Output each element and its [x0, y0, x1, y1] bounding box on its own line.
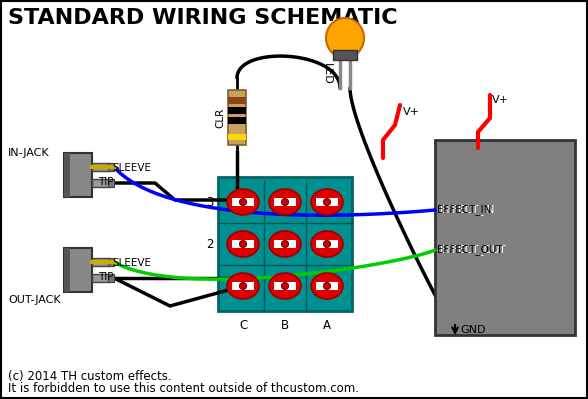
- Bar: [64, 153, 92, 197]
- Bar: [108, 258, 114, 266]
- Bar: [228, 107, 246, 114]
- Bar: [333, 50, 357, 60]
- Text: EFFECT_IN: EFFECT_IN: [440, 205, 495, 215]
- Bar: [274, 240, 296, 248]
- Ellipse shape: [227, 231, 259, 257]
- Text: GND: GND: [460, 325, 486, 335]
- Text: TIP: TIP: [98, 272, 113, 282]
- Ellipse shape: [269, 189, 301, 215]
- Bar: [64, 248, 70, 292]
- Ellipse shape: [269, 231, 301, 257]
- Text: EFFECT_IN: EFFECT_IN: [437, 205, 492, 215]
- Circle shape: [323, 282, 330, 290]
- Bar: [316, 240, 338, 248]
- Ellipse shape: [326, 18, 364, 58]
- Text: SLEEVE: SLEEVE: [112, 163, 151, 173]
- Ellipse shape: [311, 231, 343, 257]
- Bar: [232, 282, 254, 290]
- Bar: [92, 163, 110, 171]
- Ellipse shape: [227, 189, 259, 215]
- Circle shape: [282, 241, 289, 247]
- Bar: [228, 97, 246, 104]
- Text: OUT-JACK: OUT-JACK: [8, 295, 61, 305]
- Circle shape: [282, 282, 289, 290]
- Circle shape: [323, 198, 330, 205]
- Text: LED: LED: [322, 63, 332, 85]
- Bar: [316, 198, 338, 206]
- Bar: [232, 240, 254, 248]
- Circle shape: [323, 241, 330, 247]
- Text: A: A: [323, 319, 331, 332]
- Ellipse shape: [227, 273, 259, 299]
- Bar: [108, 163, 114, 171]
- Ellipse shape: [311, 189, 343, 215]
- Text: C: C: [239, 319, 247, 332]
- Bar: [218, 177, 352, 311]
- Bar: [92, 258, 110, 266]
- Bar: [108, 274, 114, 282]
- Circle shape: [239, 282, 246, 290]
- Text: V+: V+: [492, 95, 509, 105]
- Bar: [232, 198, 254, 206]
- Text: (c) 2014 TH custom effects.: (c) 2014 TH custom effects.: [8, 370, 172, 383]
- Text: CLR: CLR: [215, 107, 225, 128]
- Text: STANDARD WIRING SCHEMATIC: STANDARD WIRING SCHEMATIC: [8, 8, 397, 28]
- Circle shape: [239, 198, 246, 205]
- Bar: [64, 248, 92, 292]
- Text: EFFECT_OUT: EFFECT_OUT: [440, 245, 506, 255]
- Bar: [228, 90, 246, 145]
- Text: 3: 3: [206, 196, 214, 209]
- Text: V+: V+: [403, 107, 420, 117]
- Text: 2: 2: [206, 237, 214, 251]
- Bar: [435, 140, 575, 335]
- Bar: [64, 153, 70, 197]
- Circle shape: [282, 198, 289, 205]
- Ellipse shape: [269, 273, 301, 299]
- Circle shape: [239, 241, 246, 247]
- Bar: [228, 117, 246, 124]
- Text: EFFECT_OUT: EFFECT_OUT: [437, 245, 503, 255]
- Bar: [274, 282, 296, 290]
- Text: TIP: TIP: [98, 177, 113, 187]
- Bar: [108, 179, 114, 187]
- Text: SLEEVE: SLEEVE: [112, 258, 151, 268]
- Text: B: B: [281, 319, 289, 332]
- Bar: [92, 274, 110, 282]
- Text: It is forbidden to use this content outside of thcustom.com.: It is forbidden to use this content outs…: [8, 382, 359, 395]
- Ellipse shape: [311, 273, 343, 299]
- Bar: [228, 134, 246, 140]
- Bar: [92, 179, 110, 187]
- Bar: [316, 282, 338, 290]
- Text: IN-JACK: IN-JACK: [8, 148, 49, 158]
- Bar: [274, 198, 296, 206]
